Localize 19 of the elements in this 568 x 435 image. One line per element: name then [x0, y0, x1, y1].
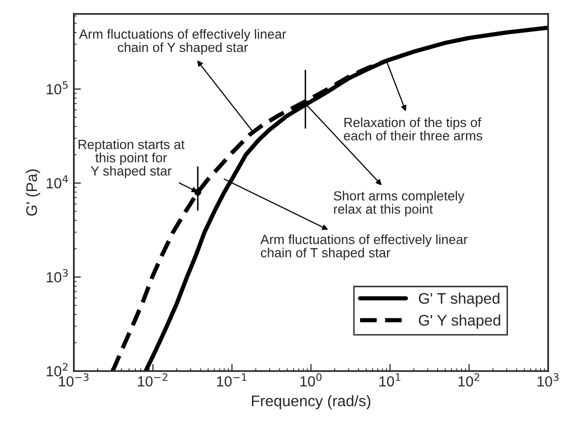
x-tick-label: 10$^{3}$ [538, 373, 558, 387]
legend-label: G' Y shaped [418, 314, 500, 329]
y-tick-label: 10$^{4}$ [46, 175, 68, 188]
x-tick-label: 10$^{−2}$ [138, 373, 168, 387]
y-axis-title: G' (Pa) [26, 169, 40, 216]
y-tick-label: 10$^{3}$ [46, 269, 68, 282]
x-tick-label: 10$^{−1}$ [217, 373, 246, 387]
x-tick-label: 10$^{1}$ [379, 373, 400, 387]
annotation: Arm fluctuations of effectively linear chain of Y shaped star [79, 29, 286, 55]
x-axis-title: Frequency (rad/s) [252, 395, 370, 410]
annotation: Short arms completely relax at this point [334, 190, 464, 216]
y-tick-label: 10$^{5}$ [46, 81, 68, 94]
annotation: Reptation starts at this point for Y shaped star [78, 139, 185, 178]
annotation: Relaxation of the tips of each of their three arms [344, 117, 482, 140]
legend-label: G' T shaped [418, 292, 500, 307]
x-tick-label: 10$^{0}$ [300, 373, 322, 387]
y-tick-label: 10$^{2}$ [46, 363, 68, 376]
annotation: Arm fluctuations of effectively linear chain of T shaped star [260, 234, 468, 260]
x-tick-label: 10$^{2}$ [458, 373, 480, 387]
